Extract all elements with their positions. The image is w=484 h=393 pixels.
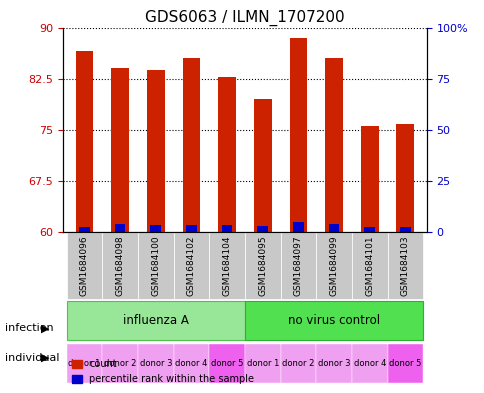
FancyBboxPatch shape <box>244 344 280 383</box>
Text: donor 3: donor 3 <box>317 359 349 368</box>
Text: ▶: ▶ <box>41 323 50 333</box>
Text: GSM1684101: GSM1684101 <box>364 235 374 296</box>
Text: infection: infection <box>5 323 53 333</box>
FancyBboxPatch shape <box>280 344 316 383</box>
Bar <box>257 226 268 232</box>
Text: donor 1: donor 1 <box>68 359 100 368</box>
Bar <box>253 99 271 232</box>
Text: donor 4: donor 4 <box>353 359 385 368</box>
Text: GSM1684100: GSM1684100 <box>151 235 160 296</box>
Bar <box>292 222 303 232</box>
FancyBboxPatch shape <box>209 232 244 299</box>
Bar <box>221 225 232 232</box>
FancyBboxPatch shape <box>66 344 102 383</box>
Text: GSM1684098: GSM1684098 <box>115 235 124 296</box>
Text: GSM1684096: GSM1684096 <box>80 235 89 296</box>
Bar <box>360 126 378 232</box>
Title: GDS6063 / ILMN_1707200: GDS6063 / ILMN_1707200 <box>145 10 344 26</box>
FancyBboxPatch shape <box>387 344 423 383</box>
Text: no virus control: no virus control <box>287 314 379 327</box>
Bar <box>363 227 374 232</box>
Text: donor 5: donor 5 <box>389 359 421 368</box>
Bar <box>79 227 90 232</box>
Text: GSM1684103: GSM1684103 <box>400 235 409 296</box>
FancyBboxPatch shape <box>244 301 423 340</box>
Bar <box>396 124 413 232</box>
Text: donor 2: donor 2 <box>104 359 136 368</box>
FancyBboxPatch shape <box>351 344 387 383</box>
Text: donor 2: donor 2 <box>282 359 314 368</box>
FancyBboxPatch shape <box>244 232 280 299</box>
FancyBboxPatch shape <box>280 232 316 299</box>
Legend: count, percentile rank within the sample: count, percentile rank within the sample <box>68 356 257 388</box>
FancyBboxPatch shape <box>66 301 244 340</box>
Bar <box>150 225 161 232</box>
FancyBboxPatch shape <box>209 344 244 383</box>
FancyBboxPatch shape <box>102 344 137 383</box>
Text: donor 3: donor 3 <box>139 359 172 368</box>
Bar <box>76 51 93 232</box>
FancyBboxPatch shape <box>387 232 423 299</box>
FancyBboxPatch shape <box>316 344 351 383</box>
Text: ▶: ▶ <box>41 353 50 363</box>
FancyBboxPatch shape <box>173 232 209 299</box>
FancyBboxPatch shape <box>173 344 209 383</box>
Text: GSM1684097: GSM1684097 <box>293 235 302 296</box>
FancyBboxPatch shape <box>66 232 102 299</box>
FancyBboxPatch shape <box>316 232 351 299</box>
Bar <box>399 227 410 232</box>
FancyBboxPatch shape <box>137 232 173 299</box>
Bar <box>328 224 339 232</box>
Text: donor 4: donor 4 <box>175 359 207 368</box>
Bar <box>147 70 165 232</box>
Bar <box>115 224 125 232</box>
Bar <box>182 58 200 232</box>
Bar <box>186 225 197 232</box>
FancyBboxPatch shape <box>137 344 173 383</box>
Text: GSM1684099: GSM1684099 <box>329 235 338 296</box>
Bar <box>324 58 342 232</box>
Text: influenza A: influenza A <box>122 314 188 327</box>
Bar <box>111 68 129 232</box>
Bar <box>218 77 236 232</box>
Text: individual: individual <box>5 353 59 363</box>
Bar <box>289 38 307 232</box>
Text: donor 5: donor 5 <box>211 359 243 368</box>
FancyBboxPatch shape <box>102 232 137 299</box>
Text: donor 1: donor 1 <box>246 359 278 368</box>
Text: GSM1684104: GSM1684104 <box>222 235 231 296</box>
FancyBboxPatch shape <box>351 232 387 299</box>
Text: GSM1684102: GSM1684102 <box>186 235 196 296</box>
Text: GSM1684095: GSM1684095 <box>257 235 267 296</box>
